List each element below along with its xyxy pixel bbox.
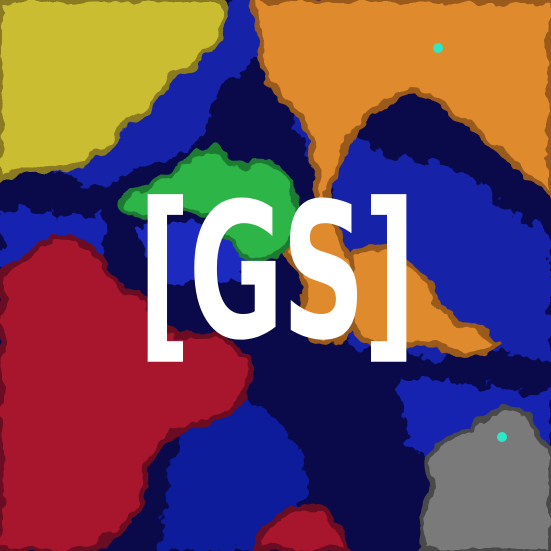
orange-region-extension: [344, 244, 503, 359]
cyan-dot: [433, 43, 443, 53]
cyan-dot: [497, 432, 507, 442]
gray-region: [417, 405, 551, 551]
orange-region: [252, 0, 551, 344]
red-region: [0, 234, 254, 551]
green-region: [118, 147, 304, 261]
red-region-south: [257, 505, 353, 551]
yellow-region: [0, 0, 228, 183]
